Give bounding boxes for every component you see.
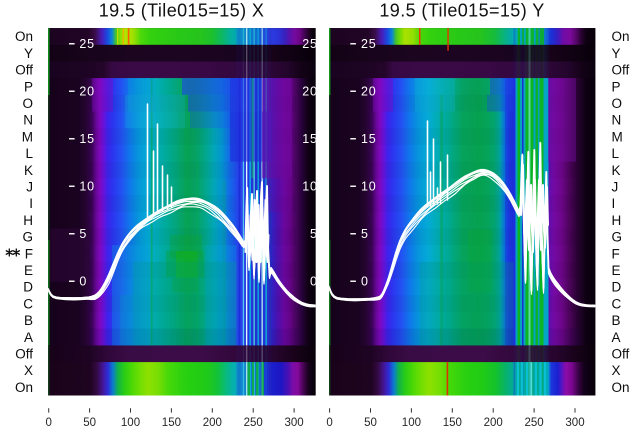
svg-text:X: X	[24, 363, 33, 378]
svg-text:5: 5	[310, 227, 318, 241]
svg-text:Y: Y	[24, 46, 33, 61]
svg-text:Off: Off	[612, 63, 630, 78]
svg-text:J: J	[26, 180, 33, 195]
svg-text:O: O	[612, 96, 623, 111]
svg-text:Off: Off	[15, 63, 33, 78]
svg-text:0: 0	[79, 275, 87, 289]
svg-text:20: 20	[79, 85, 95, 99]
svg-text:150: 150	[443, 417, 462, 429]
svg-text:0: 0	[45, 417, 51, 429]
svg-text:F: F	[612, 246, 620, 261]
svg-text:Off: Off	[612, 347, 630, 362]
svg-text:C: C	[23, 296, 33, 311]
svg-text:19.5 (Tile015=15) Y: 19.5 (Tile015=15) Y	[379, 1, 544, 21]
svg-text:L: L	[25, 146, 33, 161]
svg-text:On: On	[612, 29, 630, 44]
svg-text:250: 250	[244, 417, 263, 429]
svg-text:J: J	[612, 180, 619, 195]
svg-text:B: B	[612, 313, 621, 328]
svg-text:300: 300	[565, 417, 584, 429]
svg-text:150: 150	[162, 417, 181, 429]
svg-text:25: 25	[361, 37, 377, 51]
svg-text:X: X	[612, 363, 621, 378]
svg-text:10: 10	[79, 180, 95, 194]
svg-text:K: K	[612, 163, 621, 178]
svg-text:On: On	[612, 380, 630, 395]
svg-text:G: G	[22, 230, 33, 245]
svg-text:D: D	[612, 280, 622, 295]
svg-text:50: 50	[83, 417, 96, 429]
svg-text:100: 100	[402, 417, 421, 429]
svg-text:E: E	[612, 263, 621, 278]
svg-text:H: H	[23, 213, 33, 228]
svg-text:I: I	[29, 196, 33, 211]
svg-text:20: 20	[302, 85, 318, 99]
svg-text:Y: Y	[612, 46, 621, 61]
svg-text:F: F	[25, 246, 33, 261]
svg-text:A: A	[24, 330, 33, 345]
svg-text:M: M	[22, 129, 33, 144]
svg-text:15: 15	[79, 132, 95, 146]
svg-text:200: 200	[203, 417, 222, 429]
svg-text:C: C	[612, 296, 622, 311]
svg-text:50: 50	[364, 417, 377, 429]
svg-text:N: N	[23, 113, 33, 128]
svg-text:25: 25	[79, 37, 95, 51]
svg-text:On: On	[15, 29, 33, 44]
svg-text:10: 10	[361, 180, 377, 194]
svg-text:10: 10	[302, 180, 318, 194]
svg-text:M: M	[612, 129, 623, 144]
svg-text:0: 0	[310, 275, 318, 289]
svg-text:On: On	[15, 380, 33, 395]
svg-text:5: 5	[79, 227, 87, 241]
svg-text:15: 15	[361, 132, 377, 146]
svg-text:H: H	[612, 213, 622, 228]
svg-text:P: P	[24, 79, 33, 94]
svg-text:25: 25	[302, 37, 318, 51]
svg-text:19.5 (Tile015=15) X: 19.5 (Tile015=15) X	[99, 1, 265, 21]
svg-text:20: 20	[361, 85, 377, 99]
svg-text:D: D	[23, 280, 33, 295]
svg-text:K: K	[24, 163, 33, 178]
svg-text:200: 200	[484, 417, 503, 429]
svg-text:L: L	[612, 146, 620, 161]
svg-text:250: 250	[525, 417, 544, 429]
svg-text:100: 100	[121, 417, 140, 429]
svg-text:300: 300	[285, 417, 304, 429]
svg-text:Off: Off	[15, 347, 33, 362]
svg-text:P: P	[612, 79, 621, 94]
svg-text:0: 0	[361, 275, 369, 289]
svg-text:5: 5	[361, 227, 369, 241]
svg-text:O: O	[22, 96, 33, 111]
svg-text:G: G	[612, 230, 623, 245]
svg-text:0: 0	[326, 417, 332, 429]
svg-text:15: 15	[302, 132, 318, 146]
svg-text:E: E	[24, 263, 33, 278]
svg-text:A: A	[612, 330, 621, 345]
svg-text:I: I	[612, 196, 616, 211]
svg-text:N: N	[612, 113, 622, 128]
svg-text:B: B	[24, 313, 33, 328]
